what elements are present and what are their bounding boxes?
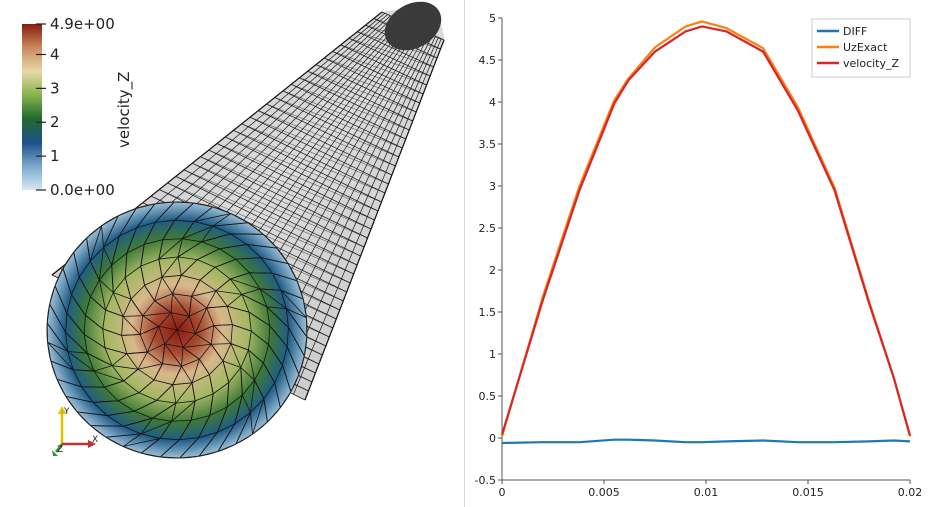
y-tick-label: 4.5: [479, 54, 497, 67]
colorbar-bar: [22, 24, 42, 190]
y-tick-label: 0: [489, 432, 496, 445]
x-tick-label: 0.005: [588, 486, 620, 499]
colorbar-tick-label: 3: [50, 79, 60, 97]
view-divider[interactable]: [464, 0, 465, 507]
x-tick-label: 0.015: [792, 486, 824, 499]
series-line-uzexact: [500, 20, 912, 437]
colorbar-tick-label: 4.9e+00: [50, 15, 115, 33]
colorbar-tick-label: 1: [50, 147, 60, 165]
colorbar-tick-label: 4: [50, 45, 60, 63]
legend-entry: UzExact: [843, 41, 888, 54]
x-tick-label: 0: [499, 486, 506, 499]
chart-axes: -0.500.511.522.533.544.550 0.005 0.01 0.015…: [475, 12, 923, 499]
chart-series: [500, 20, 912, 445]
legend-entry: DIFF: [843, 25, 867, 38]
y-tick-label: 1.5: [479, 306, 497, 319]
y-tick-label: 0.5: [479, 390, 497, 403]
y-tick-label: 2: [489, 264, 496, 277]
line-chart-view[interactable]: -0.500.511.522.533.544.550 0.005 0.01 0.015…: [465, 0, 931, 507]
series-line-diff: [501, 438, 911, 445]
render-view-3d[interactable]: 4.9e+00 4 3 2 1 0.0e+00 velocity_Z Y X Z: [0, 0, 464, 507]
x-tick-label: 0.02: [898, 486, 923, 499]
color-legend: 4.9e+00 4 3 2 1 0.0e+00 velocity_Z: [22, 15, 134, 199]
y-tick-label: 2.5: [479, 222, 497, 235]
chart-legend: DIFF UzExact velocity_Z: [811, 18, 911, 78]
y-tick-label: 3.5: [479, 138, 497, 151]
y-tick-label: 5: [489, 12, 496, 25]
y-tick-label: -0.5: [475, 474, 496, 487]
axis-label-x: X: [92, 435, 98, 445]
y-tick-label: 1: [489, 348, 496, 361]
y-tick-label: 3: [489, 180, 496, 193]
colorbar-tick-label: 2: [50, 113, 60, 131]
cylinder-cross-section: [46, 201, 308, 459]
y-tick-label: 4: [489, 96, 496, 109]
series-line-velocity-z: [500, 25, 912, 436]
orientation-axes: Y X Z: [52, 406, 98, 456]
axis-label-z: Z: [57, 445, 63, 455]
legend-entry: velocity_Z: [843, 57, 899, 70]
axis-label-y: Y: [63, 407, 70, 417]
x-tick-label: 0.01: [694, 486, 719, 499]
colorbar-tick-label: 0.0e+00: [50, 181, 115, 199]
colorbar-title: velocity_Z: [115, 72, 134, 148]
